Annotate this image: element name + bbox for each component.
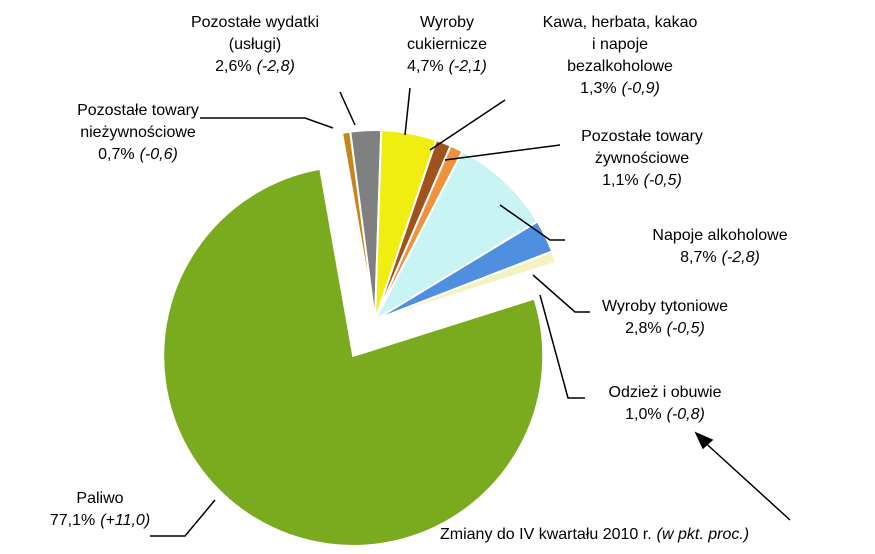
annotation: Zmiany do IV kwartału 2010 r. (w pkt. pro… xyxy=(440,526,749,544)
annotation-arrow xyxy=(699,437,791,521)
value-line: 4,7% (-2,1) xyxy=(392,56,502,78)
category-label: Napoje alkoholowe xyxy=(652,227,788,244)
category-label: Pozostałe towary nieżywnościowe xyxy=(77,102,199,141)
slice-label: Wyroby cukiernicze 4,7% (-2,1) xyxy=(392,12,502,78)
category-label: Odzież i obuwie xyxy=(608,384,722,401)
leader-line xyxy=(499,204,565,241)
category-label: Pozostałe wydatki (usługi) xyxy=(190,14,320,53)
value-line: 1,3% (-0,9) xyxy=(540,78,700,100)
value-label: 8,7% xyxy=(680,249,717,266)
value-label: 2,8% xyxy=(625,320,662,337)
change-label: (-0,8) xyxy=(666,406,705,423)
slice-label: Wyroby tytoniowe 2,8% (-0,5) xyxy=(565,296,765,340)
value-label: 4,7% xyxy=(407,58,444,75)
value-label: 1,0% xyxy=(625,406,662,423)
value-label: 77,1% xyxy=(49,512,96,529)
value-label: 0,7% xyxy=(98,146,135,163)
slice-label: Pozostałe wydatki (usługi) 2,6% (-2,8) xyxy=(175,12,335,78)
slice-label: Paliwo 77,1% (+11,0) xyxy=(30,488,170,532)
leader-line xyxy=(429,99,506,151)
slice-label: Pozostałe towary nieżywnościowe 0,7% (-0,6… xyxy=(53,100,223,166)
change-label: (-2,8) xyxy=(256,58,295,75)
change-label: (-0,9) xyxy=(621,80,660,97)
change-label: (-0,5) xyxy=(643,172,682,189)
category-label: Wyroby tytoniowe xyxy=(601,298,729,315)
category-label: Pozostałe towary żywnościowe xyxy=(581,128,703,167)
leader-line xyxy=(150,499,216,537)
value-line: 2,6% (-2,8) xyxy=(175,56,335,78)
value-line: 1,0% (-0,8) xyxy=(565,404,765,426)
leader-line xyxy=(339,91,356,126)
pie-slice xyxy=(162,167,545,547)
slice-label: Napoje alkoholowe 8,7% (-2,8) xyxy=(620,225,820,269)
value-label: 1,1% xyxy=(602,172,639,189)
value-label: 2,6% xyxy=(215,58,252,75)
slice-label: Kawa, herbata, kakao i napoje bezalkohol… xyxy=(540,12,700,100)
category-label: Wyroby cukiernicze xyxy=(406,14,488,53)
pie-slice xyxy=(374,250,558,321)
slice-label: Odzież i obuwie 1,0% (-0,8) xyxy=(565,382,765,426)
leader-line xyxy=(532,274,590,313)
leader-line xyxy=(444,144,561,161)
value-label: 1,3% xyxy=(580,80,617,97)
change-label: (-0,5) xyxy=(666,320,705,337)
category-label: Kawa, herbata, kakao i napoje bezalkohol… xyxy=(542,14,698,75)
change-label: (-0,6) xyxy=(139,146,178,163)
value-line: 2,8% (-0,5) xyxy=(565,318,765,340)
change-label: (+11,0) xyxy=(100,512,151,529)
leader-line xyxy=(404,87,411,136)
value-line: 0,7% (-0,6) xyxy=(53,144,223,166)
change-label: (-2,8) xyxy=(721,249,760,266)
pie-slice xyxy=(372,150,539,323)
value-line: 8,7% (-2,8) xyxy=(620,247,820,269)
change-label: (-2,1) xyxy=(448,58,487,75)
arrow-head xyxy=(694,431,714,450)
value-line: 77,1% (+11,0) xyxy=(30,510,170,532)
leader-lines xyxy=(150,87,791,537)
leader-line xyxy=(200,117,334,129)
category-label: Paliwo xyxy=(76,490,124,507)
slice-label: Pozostałe towary żywnościowe 1,1% (-0,5) xyxy=(562,126,722,192)
leader-line xyxy=(539,294,585,399)
annotation-unit: (w pkt. proc.) xyxy=(656,526,750,543)
value-line: 1,1% (-0,5) xyxy=(562,170,722,192)
annotation-text: Zmiany do IV kwartału 2010 r. xyxy=(440,526,652,543)
